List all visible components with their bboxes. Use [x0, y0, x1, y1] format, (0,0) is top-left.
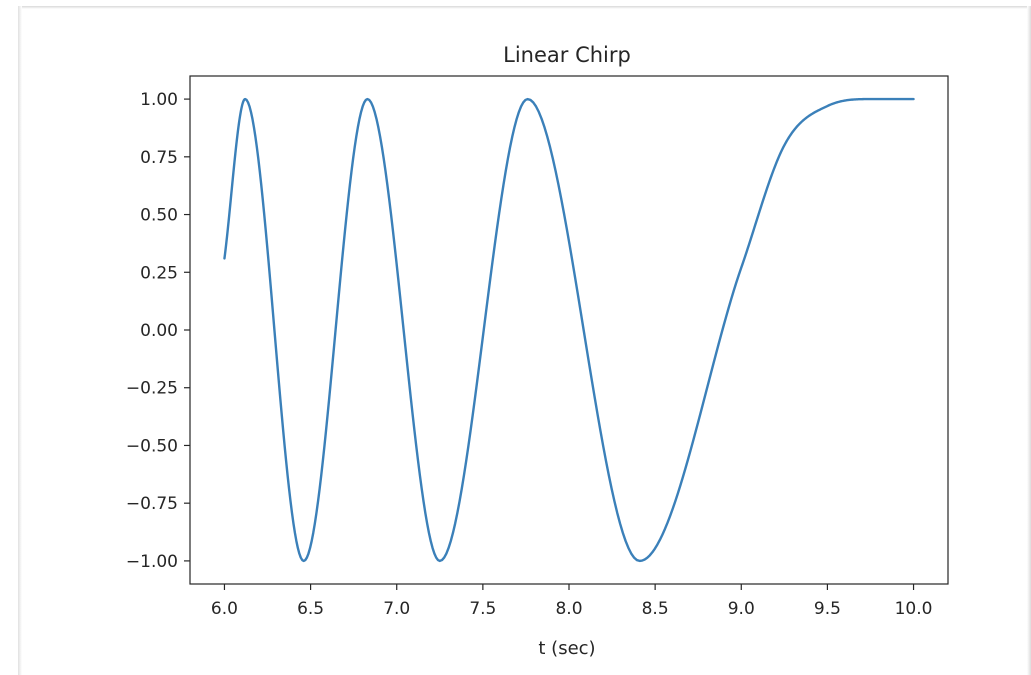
x-tick-label: 8.0 [555, 599, 582, 619]
x-tick-label: 10.0 [895, 599, 933, 619]
y-tick-label: −0.75 [126, 494, 178, 514]
x-tick-label: 7.5 [469, 599, 496, 619]
y-axis-ticks: 1.00 0.75 0.50 0.25 0.00 −0.25 −0.50 −0.75 −1.00 [126, 90, 190, 572]
x-tick-label: 7.0 [383, 599, 410, 619]
y-tick-label: −0.50 [126, 436, 178, 456]
y-tick-label: 0.00 [140, 321, 178, 341]
x-axis-label: t (sec) [538, 638, 595, 659]
plot-area-frame [189, 75, 949, 585]
chart-title: Linear Chirp [503, 43, 631, 67]
x-tick-label: 6.0 [211, 599, 238, 619]
frame-edge-left [18, 6, 22, 675]
y-tick-label: 0.25 [140, 263, 178, 283]
x-tick-label: 6.5 [297, 599, 324, 619]
y-tick-label: 0.50 [140, 206, 178, 226]
x-axis-ticks: 6.0 6.5 7.0 7.5 8.0 8.5 9.0 9.5 10.0 [211, 584, 933, 619]
y-tick-label: 1.00 [140, 90, 178, 110]
frame-edge-top [18, 6, 1031, 9]
y-tick-label: −1.00 [126, 552, 178, 572]
frame-edge-right [1027, 6, 1031, 675]
x-tick-label: 9.0 [728, 599, 755, 619]
y-tick-label: −0.25 [126, 379, 178, 399]
chirp-line [223, 97, 915, 563]
x-tick-label: 9.5 [814, 599, 841, 619]
x-tick-label: 8.5 [642, 599, 669, 619]
y-tick-label: 0.75 [140, 148, 178, 168]
